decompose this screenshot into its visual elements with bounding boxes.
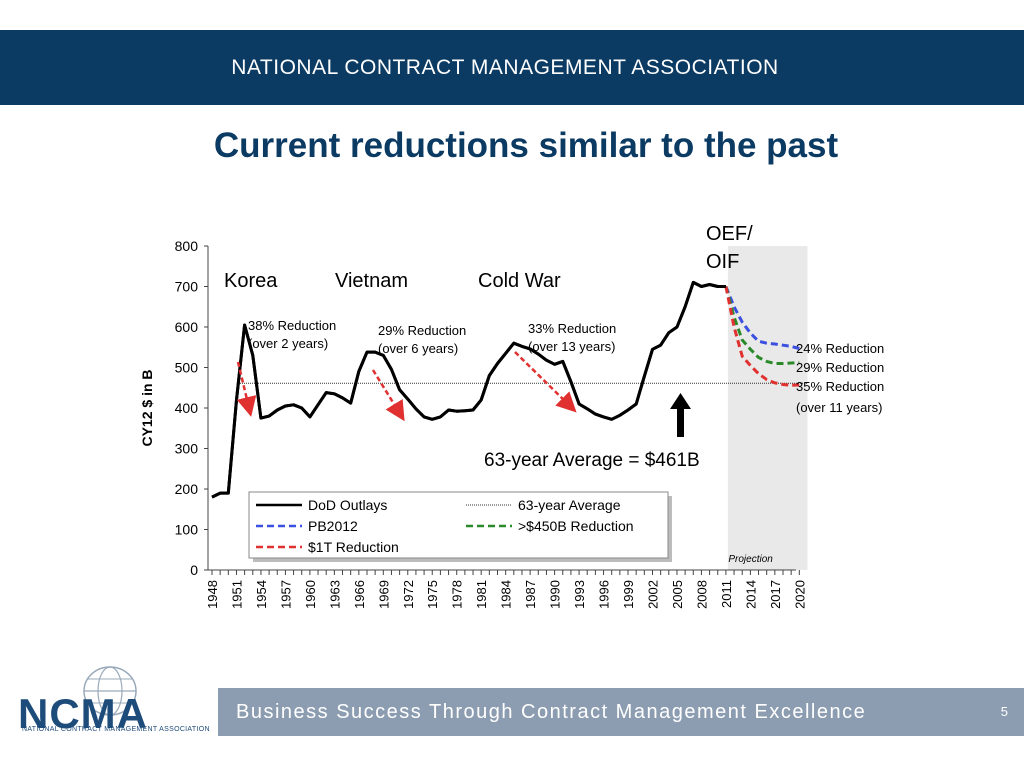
x-tick-label: 1999 [621,580,636,609]
projection-label-0: 24% Reduction [796,341,884,356]
x-tick-label: 1975 [425,580,440,609]
reduction-callout: 33% Reduction [528,321,616,336]
x-tick-label: 1987 [523,580,538,609]
y-tick-label: 300 [175,441,199,457]
x-tick-label: 1969 [376,580,391,609]
x-tick-label: 2017 [768,580,783,609]
slide-title: Current reductions similar to the past [213,126,839,165]
reduction-arrow [514,351,577,413]
reduction-arrow [371,369,405,422]
footer-tagline: Business Success Through Contract Manage… [236,701,867,723]
era-label-cold-war: Cold War [478,270,561,292]
y-tick-label: 100 [175,522,199,538]
reduction-arrow [236,361,257,417]
x-tick-label: 1978 [450,580,465,609]
y-tick-label: 800 [175,238,199,254]
legend-box [248,491,669,559]
projection-label-3: (over 11 years) [796,400,882,415]
x-tick-label: 2014 [743,580,758,609]
x-tick-label: 2011 [719,580,734,608]
series-dod-outlays-top [211,280,726,499]
y-tick-label: 700 [175,279,199,295]
projection-label-1: 29% Reduction [796,360,884,375]
era-label-vietnam: Vietnam [335,270,408,292]
reduction-callout: 29% Reduction [378,323,466,338]
era-label-korea: Korea [224,270,278,292]
x-tick-label: 1948 [205,580,220,609]
y-tick-label: 500 [175,360,199,376]
y-tick-label: 600 [175,319,199,335]
logo-subtitle: NATIONAL CONTRACT MANAGEMENT ASSOCIATION [22,726,210,733]
x-tick-label: 1954 [254,580,269,609]
y-tick-label: 400 [175,400,199,416]
average-annotation: 63-year Average = $461B [484,450,700,471]
reduction-callout-sub: (over 13 years) [528,339,615,354]
legend-label: 63-year Average [518,497,621,513]
x-tick-label: 1981 [474,580,489,609]
x-tick-label: 1972 [401,580,416,609]
footer-band: Business Success Through Contract Manage… [218,688,1024,736]
y-tick-label: 0 [190,562,198,578]
header-title: NATIONAL CONTRACT MANAGEMENT ASSOCIATION [231,55,779,79]
y-tick-label: 200 [175,481,199,497]
ncma-logo: NCMA NATIONAL CONTRACT MANAGEMENT ASSOCI… [18,663,210,743]
legend-label: >$450B Reduction [518,518,634,534]
x-tick-label: 2002 [645,580,660,609]
up-arrow-shaft [677,408,684,437]
x-tick-label: 1951 [229,580,244,609]
series-pb2012 [724,285,800,350]
x-tick-label: 1996 [597,580,612,609]
era-label-oif: OIF [706,251,739,273]
x-tick-label: 1960 [303,580,318,609]
reduction-callout: 38% Reduction [248,318,336,333]
era-label-oef: OEF/ [706,223,753,245]
legend-label: $1T Reduction [308,539,399,555]
legend-label: PB2012 [308,518,358,534]
x-tick-label: 1990 [548,580,563,609]
x-tick-label: 1984 [499,580,514,609]
header-band: NATIONAL CONTRACT MANAGEMENT ASSOCIATION [0,30,1024,105]
projection-label: Projection [728,554,773,565]
reduction-callout-sub: (over 6 years) [378,341,458,356]
x-tick-label: 1963 [327,580,342,609]
x-tick-label: 2005 [670,580,685,609]
logo-text: NCMA [18,690,148,737]
x-tick-label: 1957 [278,580,293,609]
x-tick-label: 1966 [352,580,367,609]
x-tick-label: 2008 [694,580,709,609]
globe-icon [83,666,137,716]
y-axis-label: CY12 $ in B [139,369,155,446]
x-tick-label: 1993 [572,580,587,609]
page-number: 5 [1000,704,1008,719]
projection-label-2: 35% Reduction [796,379,884,394]
series-1t-reduction [724,286,800,387]
reduction-callout-sub: (over 2 years) [248,336,328,351]
projection-region [727,246,808,570]
up-arrow-head [670,393,691,409]
legend-label: DoD Outlays [308,497,387,513]
x-tick-label: 2020 [792,580,807,609]
